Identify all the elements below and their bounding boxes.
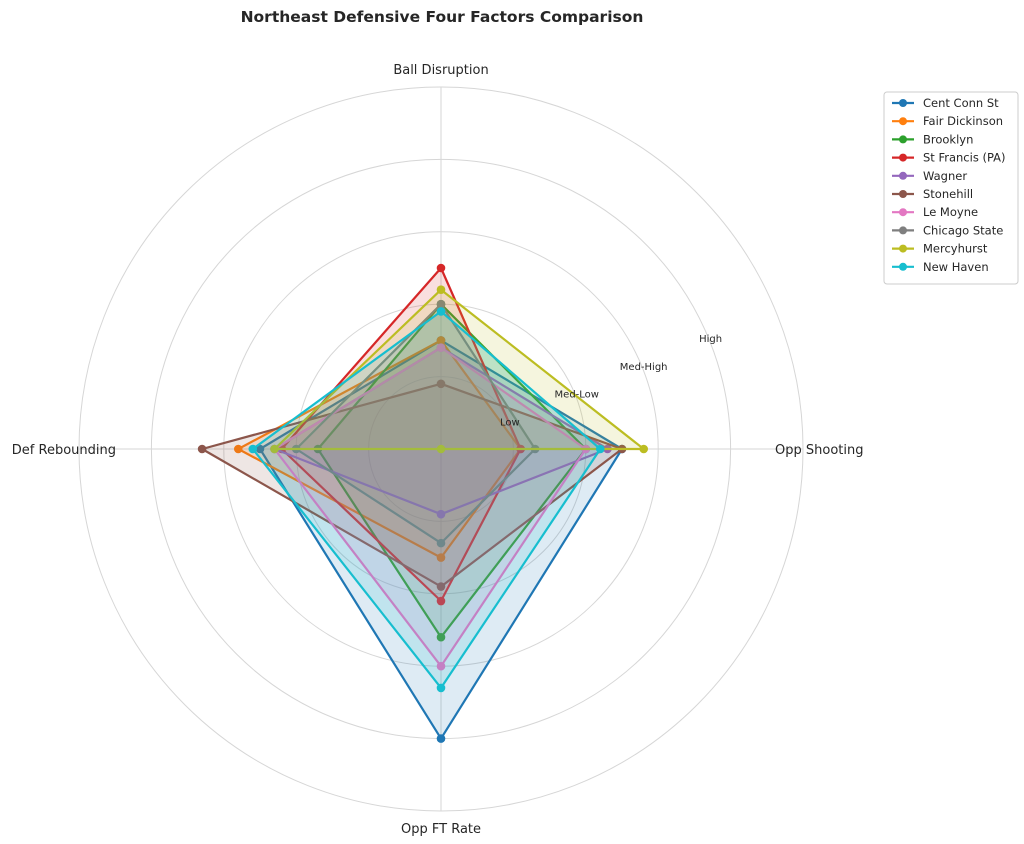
series-point xyxy=(639,444,649,454)
series-point xyxy=(436,343,446,352)
series-point xyxy=(436,307,446,316)
legend-marker xyxy=(899,135,907,144)
ring-labels: Low Med-Low Med-High High xyxy=(500,334,722,428)
series-point xyxy=(436,285,446,295)
legend-item: Mercyhurst xyxy=(892,242,988,256)
legend: Cent Conn St Fair Dickinson Brooklyn St Fra… xyxy=(883,91,1019,285)
legend-label: Wagner xyxy=(923,169,967,183)
legend-item: New Haven xyxy=(892,260,989,274)
axis-label: Opp Shooting xyxy=(775,443,863,458)
legend-marker xyxy=(899,208,907,217)
series-point xyxy=(197,444,207,454)
legend-marker xyxy=(899,171,907,180)
series-10 xyxy=(248,307,605,693)
legend-item: Brooklyn xyxy=(892,132,973,146)
legend-marker xyxy=(899,117,907,126)
legend-item: Chicago State xyxy=(892,223,1003,237)
legend-marker xyxy=(899,190,907,198)
legend-item: Fair Dickinson xyxy=(892,114,1003,128)
series-polygon xyxy=(251,310,602,690)
legend-label: Brooklyn xyxy=(923,132,973,146)
series-point xyxy=(436,632,446,642)
legend-label: Mercyhurst xyxy=(923,242,988,256)
axis-labels: Ball Disruption Opp Shooting Opp FT Rate De… xyxy=(12,63,864,837)
legend-marker xyxy=(899,244,907,253)
legend-item: Le Moyne xyxy=(892,205,978,219)
series-point xyxy=(436,509,446,519)
ring-label: High xyxy=(699,334,722,345)
series-point xyxy=(436,263,446,273)
legend-box xyxy=(883,91,1019,285)
series-point xyxy=(436,299,446,309)
series-point xyxy=(270,444,279,454)
series-point xyxy=(436,444,446,454)
radar-series xyxy=(197,263,649,743)
legend-label: Stonehill xyxy=(923,187,973,201)
legend-label: Le Moyne xyxy=(923,205,978,219)
series-point xyxy=(436,734,446,743)
series-point xyxy=(436,596,446,606)
chart-title: Northeast Defensive Four Factors Compari… xyxy=(241,8,644,26)
series-point xyxy=(436,379,446,389)
series-point xyxy=(436,661,446,671)
series-point xyxy=(255,444,265,454)
legend-item: Cent Conn St xyxy=(892,96,999,110)
axis-label: Opp FT Rate xyxy=(401,822,481,837)
ring-label: Low xyxy=(500,417,520,428)
series-point xyxy=(233,444,243,454)
series-point xyxy=(436,582,446,591)
axis-label: Def Rebounding xyxy=(12,443,116,458)
series-point xyxy=(436,683,446,693)
legend-label: St Francis (PA) xyxy=(923,151,1006,165)
series-8 xyxy=(291,299,540,548)
series-point xyxy=(595,444,605,454)
legend-marker xyxy=(899,226,907,235)
legend-marker xyxy=(899,153,907,162)
series-point xyxy=(436,336,446,345)
legend-item: Wagner xyxy=(892,169,967,183)
legend-item: Stonehill xyxy=(892,187,973,201)
ring-label: Med-Low xyxy=(555,390,599,401)
series-9 xyxy=(270,285,649,454)
legend-label: Fair Dickinson xyxy=(923,114,1003,128)
legend-marker xyxy=(899,99,907,107)
series-point xyxy=(436,538,446,548)
legend-label: Chicago State xyxy=(923,223,1003,237)
series-point xyxy=(436,553,446,562)
legend-label: Cent Conn St xyxy=(923,96,999,110)
series-point xyxy=(248,444,258,454)
legend-label: New Haven xyxy=(923,260,989,274)
axis-label: Ball Disruption xyxy=(393,63,488,78)
ring-label: Med-High xyxy=(620,362,668,373)
legend-marker xyxy=(899,262,907,271)
legend-item: St Francis (PA) xyxy=(892,151,1006,165)
